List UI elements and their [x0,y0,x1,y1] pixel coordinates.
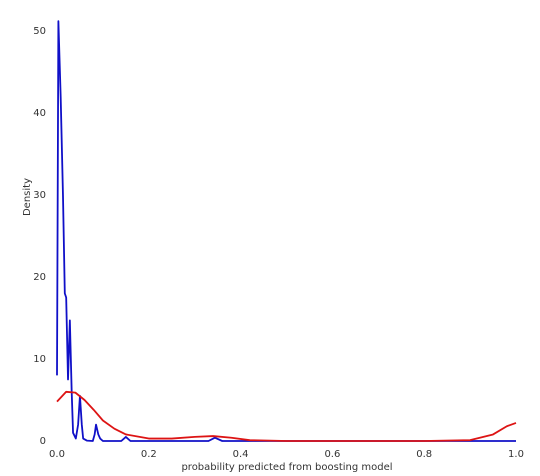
x-tick-label: 0.4 [233,449,249,460]
x-axis-label: probability predicted from boosting mode… [181,462,392,473]
y-tick-label: 10 [33,354,46,365]
x-tick-label: 0.0 [49,449,65,460]
x-tick-label: 0.6 [324,449,340,460]
x-tick-label: 1.0 [508,449,524,460]
y-tick-label: 30 [33,190,46,201]
x-tick-label: 0.2 [141,449,157,460]
y-tick-label: 0 [40,436,46,447]
y-axis-label: Density [22,178,33,216]
y-tick-label: 50 [33,26,46,37]
y-tick-label: 20 [33,272,46,283]
y-tick-label: 40 [33,108,46,119]
density-line [56,390,517,442]
density-line [56,20,516,442]
x-tick-label: 0.8 [416,449,432,460]
